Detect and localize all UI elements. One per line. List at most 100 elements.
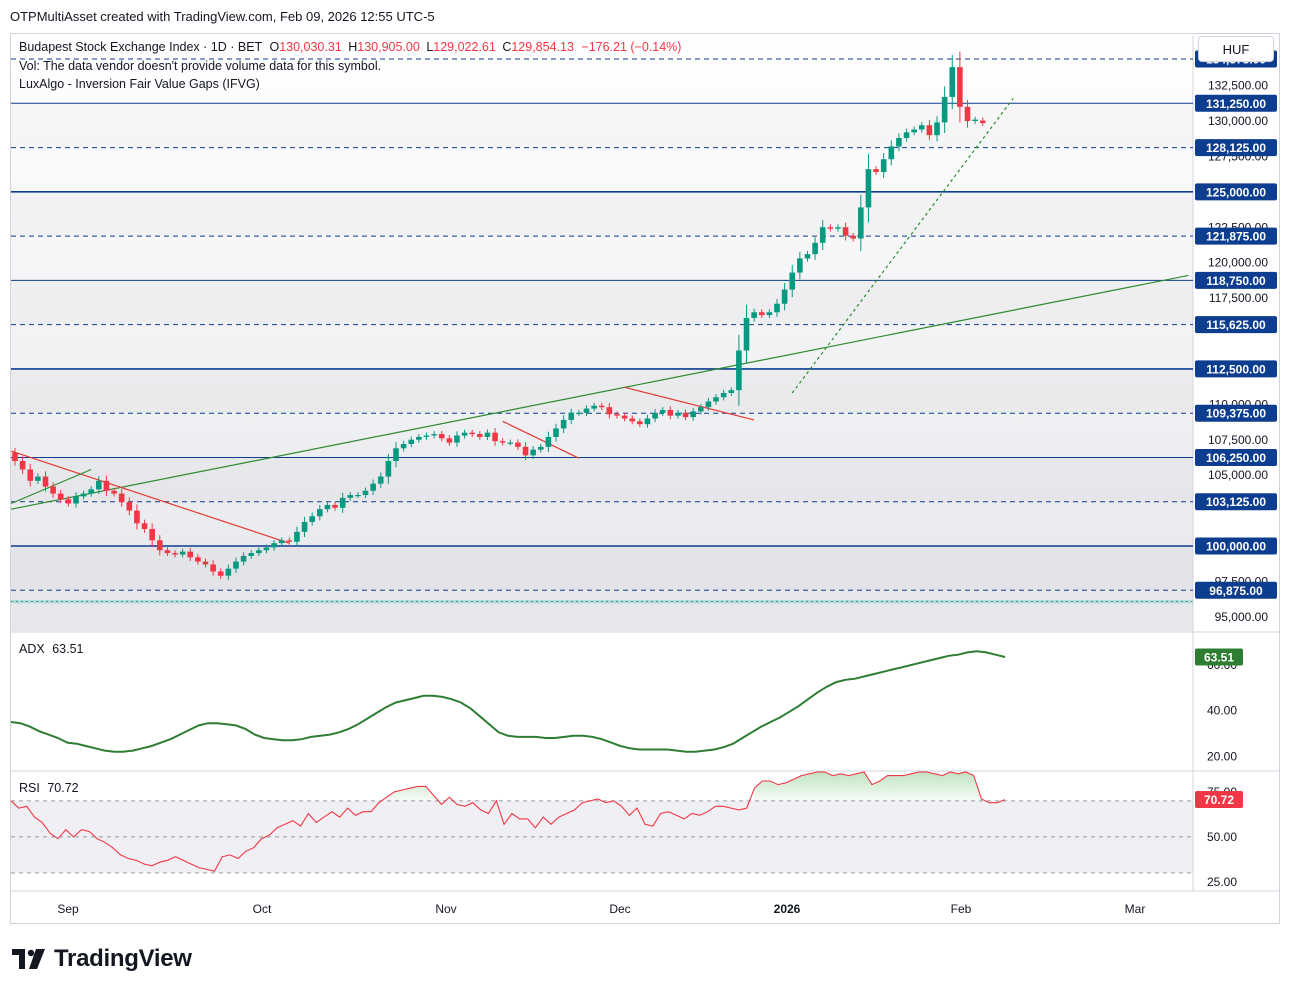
candle-body [477,434,483,437]
ohlc-legend: Budapest Stock Exchange Index · 1D · BET… [19,40,681,54]
rsi-line [10,771,1006,872]
candle-body [217,571,224,576]
candle-body [111,490,117,494]
price-tick-label: 107,500.00 [1208,433,1268,447]
change-value: −176.21 (−0.14%) [581,40,682,54]
candle-body [560,419,567,429]
adx-value-tag-label: 63.51 [1204,650,1234,664]
candle-body [149,529,155,541]
chart-attribution: OTPMultiAsset created with TradingView.c… [10,9,435,24]
candle-body [271,543,277,548]
price-tick-label: 120,000.00 [1208,256,1268,270]
candle-body [27,469,34,481]
candle-body [698,407,704,412]
candle-body [972,119,978,121]
candle-body [515,442,521,447]
candle-body [156,540,163,551]
level-price-tag-label: 118,750.00 [1206,274,1266,288]
candle-body [438,434,445,439]
price-tick-label: 132,500.00 [1208,79,1268,93]
low-value: 129,022.61 [433,40,496,54]
level-price-tag [1195,139,1277,157]
adx-tick-label: 20.00 [1207,749,1237,763]
candle-body [621,415,628,419]
candle-body [568,412,575,420]
adx-line [10,650,1006,753]
candle-body [499,441,506,443]
level-price-tag [1195,581,1277,599]
level-price-tag-label: 100,000.00 [1206,540,1266,554]
candle-body [126,502,133,511]
high-label: H [348,40,358,54]
candle-body [400,444,407,449]
candle-body [766,312,773,316]
rsi-value-tag [1195,791,1243,809]
adx-legend: ADX 63.51 [19,642,83,656]
candle-body [789,272,796,290]
candle-body [690,411,696,418]
candle-body [225,568,232,576]
downtrend-line-1 [11,450,290,544]
rsi-overbought-fill [386,772,1013,801]
rsi-value: 70.72 [47,781,79,795]
level-price-tag [1195,183,1277,201]
candle-body [286,540,293,542]
candle-body [362,490,369,495]
candle-body [850,235,856,239]
candle-body [553,428,559,437]
candle-body [667,410,674,416]
level-price-tag-label: 131,250.00 [1206,97,1266,111]
candle-body [644,418,651,425]
candle-body [317,509,323,517]
level-band [11,457,1193,501]
candle-body [80,493,87,497]
candle-body [537,446,544,450]
time-tick-label: Sep [57,902,79,916]
candle-body [179,551,186,555]
candle-body [370,483,376,491]
candle-body [240,555,247,562]
candle-body [347,495,354,498]
open-value: 130,030.31 [279,40,342,54]
currency-selector[interactable]: HUF [1198,36,1274,62]
candle-body [858,207,864,239]
candle-body [118,493,125,503]
price-tick-label: 130,000.00 [1208,114,1268,128]
level-price-tag-label: 103,125.00 [1206,495,1266,509]
level-band [11,192,1193,236]
time-tick-label: Feb [951,902,972,916]
candle-body [880,159,887,172]
rsi-legend: RSI 70.72 [19,781,79,795]
price-tick-label: 105,000.00 [1208,468,1268,482]
tradingview-logo-icon [12,949,45,969]
candle-body [19,461,26,470]
candle-body [705,401,712,408]
level-price-tag-label: 128,125.00 [1206,141,1266,155]
adx-tick-label: 40.00 [1207,704,1237,718]
candle-body [423,435,430,437]
candle-body [408,439,415,444]
candle-body [492,432,498,442]
candle-body [682,412,689,418]
symbol-name[interactable]: Budapest Stock Exchange Index · 1D · BET [19,40,262,54]
level-price-tag [1195,360,1277,378]
close-label: C [502,40,512,54]
candle-body [819,227,826,243]
level-price-tag-label: 121,875.00 [1206,230,1266,244]
candle-body [103,480,110,491]
level-price-tag-label: 125,000.00 [1206,185,1266,199]
candle-body [195,557,201,562]
candle-body [774,303,780,313]
candle-body [50,486,56,494]
candle-body [606,407,613,415]
indicator-name[interactable]: LuxAlgo - Inversion Fair Value Gaps (IFV… [19,77,260,91]
rsi-tick-label: 50.00 [1207,830,1237,844]
candle-body [263,547,270,551]
candle-body [720,393,727,398]
candle-body [65,499,72,504]
low-label: L [426,40,434,54]
candle-body [941,96,948,123]
time-tick-label: Mar [1125,902,1146,916]
candle-body [35,476,41,481]
